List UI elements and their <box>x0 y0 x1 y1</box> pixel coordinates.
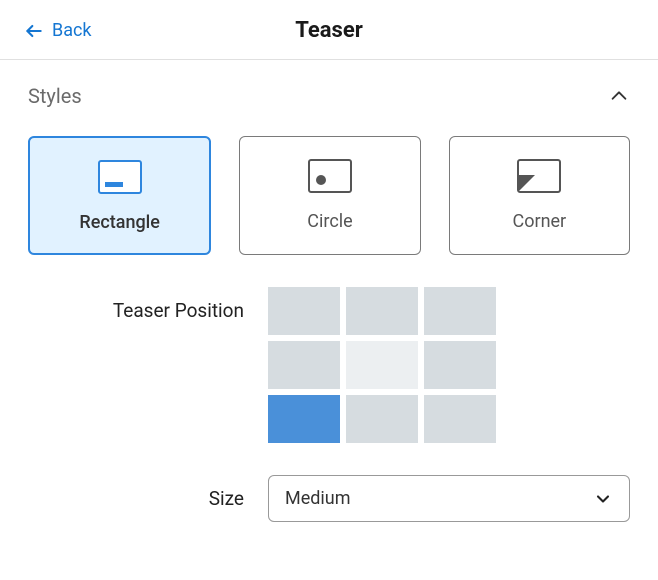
size-select[interactable]: Medium <box>268 475 630 522</box>
size-row: Size Medium <box>28 475 630 522</box>
position-cell-top-center[interactable] <box>346 287 418 335</box>
style-option-rectangle[interactable]: Rectangle <box>28 136 211 255</box>
styles-section-title: Styles <box>28 84 82 108</box>
page-title: Teaser <box>295 18 363 43</box>
corner-icon <box>517 159 561 193</box>
size-label: Size <box>28 487 268 510</box>
teaser-position-label: Teaser Position <box>28 287 268 322</box>
style-option-corner[interactable]: Corner <box>449 136 630 255</box>
position-cell-bottom-center[interactable] <box>346 395 418 443</box>
style-label: Corner <box>512 211 566 232</box>
back-button[interactable]: Back <box>24 20 92 41</box>
style-options: Rectangle Circle Corner <box>28 136 630 255</box>
style-label: Rectangle <box>79 212 160 233</box>
styles-section-header[interactable]: Styles <box>28 84 630 108</box>
position-cell-top-right[interactable] <box>424 287 496 335</box>
position-cell-middle-center[interactable] <box>346 341 418 389</box>
circle-icon <box>308 159 352 193</box>
position-cell-middle-right[interactable] <box>424 341 496 389</box>
chevron-up-icon <box>608 85 630 107</box>
position-grid <box>268 287 496 443</box>
teaser-position-row: Teaser Position <box>28 287 630 443</box>
styles-section: Styles Rectangle Circle Corner Teaser Po… <box>0 60 658 522</box>
style-label: Circle <box>307 211 352 232</box>
position-cell-middle-left[interactable] <box>268 341 340 389</box>
position-cell-top-left[interactable] <box>268 287 340 335</box>
back-label: Back <box>52 20 92 41</box>
rectangle-icon <box>98 160 142 194</box>
chevron-down-icon <box>593 489 613 509</box>
style-option-circle[interactable]: Circle <box>239 136 420 255</box>
position-cell-bottom-left[interactable] <box>268 395 340 443</box>
position-cell-bottom-right[interactable] <box>424 395 496 443</box>
back-arrow-icon <box>24 21 44 41</box>
size-value: Medium <box>285 488 351 509</box>
page-header: Back Teaser <box>0 0 658 59</box>
